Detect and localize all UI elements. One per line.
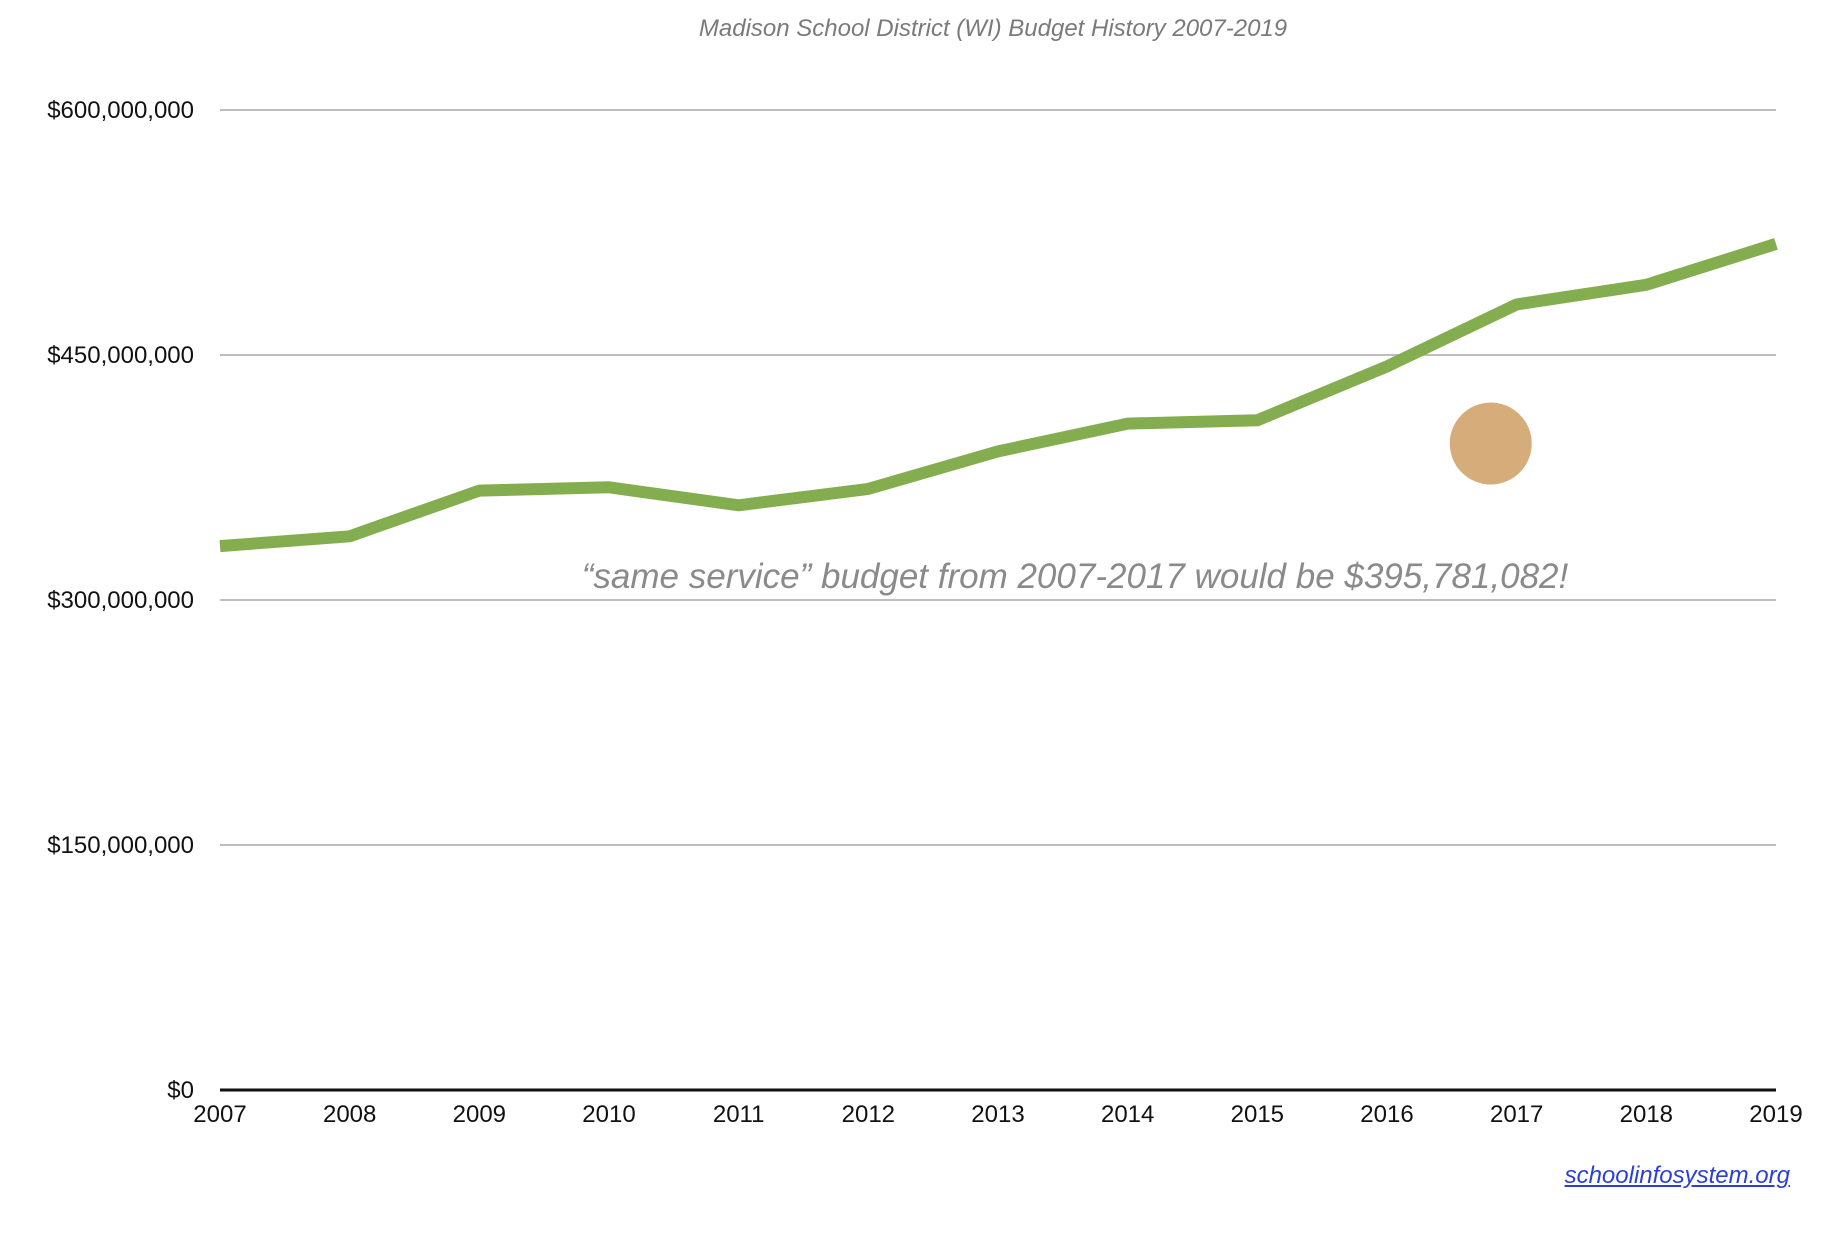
y-tick-label: $300,000,000 — [47, 587, 194, 614]
marker-layer — [1449, 402, 1532, 485]
x-tick-label: 2010 — [582, 1101, 635, 1128]
x-tick-label: 2012 — [842, 1101, 895, 1128]
x-tick-label: 2018 — [1620, 1101, 1673, 1128]
x-tick-label: 2007 — [193, 1101, 246, 1128]
gridlines — [220, 109, 1776, 1092]
x-tick-label: 2017 — [1490, 1101, 1543, 1128]
x-tick-label: 2016 — [1360, 1101, 1413, 1128]
chart-title: Madison School District (WI) Budget Hist… — [699, 15, 1287, 42]
x-axis-tick-labels: 2007 2008 2009 2010 2011 2012 2013 2014 2015 2016… — [193, 1101, 1802, 1128]
chart-annotation: “same service” budget from 2007-2017 wou… — [582, 557, 1569, 596]
y-tick-label: $600,000,000 — [47, 97, 194, 124]
x-tick-label: 2013 — [971, 1101, 1024, 1128]
y-tick-label: $0 — [167, 1077, 194, 1104]
x-tick-label: 2014 — [1101, 1101, 1154, 1128]
series-layer — [219, 238, 1778, 553]
same-service-budget-marker — [1449, 402, 1532, 485]
series-line-budget — [219, 238, 1778, 553]
x-tick-label: 2009 — [453, 1101, 506, 1128]
y-axis-tick-labels: $0 $150,000,000 $300,000,000 $450,000,000 $6… — [47, 97, 194, 1104]
y-tick-label: $150,000,000 — [47, 832, 194, 859]
x-tick-label: 2015 — [1231, 1101, 1284, 1128]
x-tick-label: 2019 — [1749, 1101, 1802, 1128]
x-tick-label: 2011 — [713, 1101, 765, 1128]
y-tick-label: $450,000,000 — [47, 342, 194, 369]
source-link[interactable]: schoolinfosystem.org — [1564, 1162, 1790, 1189]
x-tick-label: 2008 — [323, 1101, 376, 1128]
